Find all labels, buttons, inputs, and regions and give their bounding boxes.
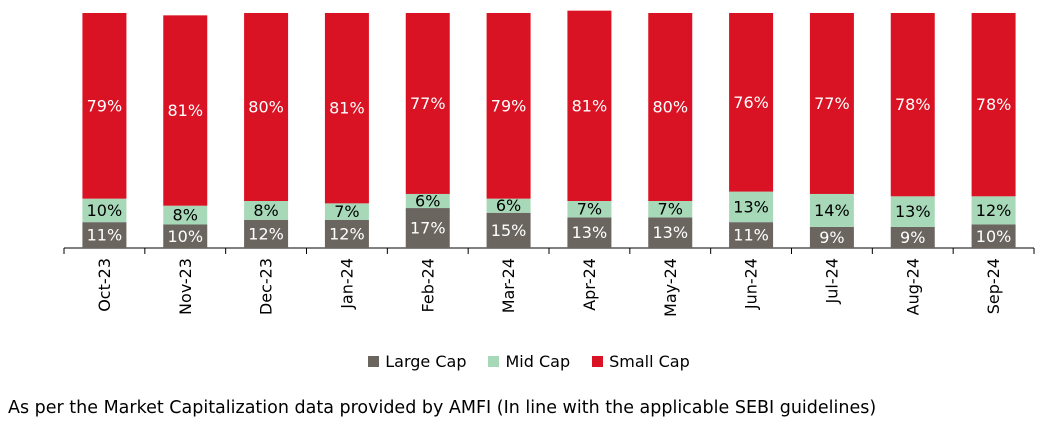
data-label: 7% — [658, 200, 683, 219]
data-label: 79% — [87, 96, 123, 115]
data-label: 6% — [496, 196, 521, 215]
legend-item-small-cap: Small Cap — [592, 352, 690, 371]
data-label: 17% — [410, 219, 446, 238]
bar-large-cap-jun-24 — [729, 222, 774, 248]
data-label: 15% — [491, 221, 527, 240]
x-tick-label: Oct-23 — [95, 258, 114, 312]
data-label: 78% — [976, 95, 1012, 114]
bar-mid-cap-sep-24 — [971, 196, 1016, 225]
legend-swatch-mid-cap — [488, 356, 500, 367]
bar-large-cap-aug-24 — [890, 226, 935, 248]
data-label: 79% — [491, 96, 527, 115]
data-label: 7% — [577, 200, 602, 219]
bar-small-cap-apr-24 — [567, 10, 612, 202]
legend-swatch-large-cap — [368, 356, 380, 367]
data-label: 8% — [173, 206, 198, 225]
legend-label-large-cap: Large Cap — [385, 352, 467, 371]
data-label: 11% — [733, 226, 769, 245]
data-label: 12% — [248, 224, 284, 243]
bar-large-cap-dec-23 — [244, 219, 289, 248]
bar-large-cap-oct-23 — [82, 222, 127, 248]
x-tick-label: Feb-24 — [418, 258, 437, 312]
footnote: As per the Market Capitalization data pr… — [8, 398, 877, 418]
x-tick-label: Jun-24 — [742, 258, 761, 310]
bar-mid-cap-aug-24 — [890, 196, 935, 227]
bar-mid-cap-apr-24 — [567, 201, 612, 218]
data-label: 12% — [329, 224, 365, 243]
x-tick-label: Apr-24 — [580, 258, 599, 311]
data-label: 10% — [167, 227, 203, 246]
data-label: 80% — [248, 98, 284, 117]
data-label: 13% — [895, 202, 931, 221]
bar-small-cap-mar-24 — [486, 13, 531, 199]
data-label: 81% — [572, 96, 608, 115]
bar-small-cap-dec-23 — [244, 13, 289, 201]
legend-label-small-cap: Small Cap — [609, 352, 690, 371]
data-label: 9% — [900, 228, 925, 247]
data-label: 10% — [87, 201, 123, 220]
bar-mid-cap-feb-24 — [405, 193, 450, 209]
bar-large-cap-nov-23 — [163, 224, 208, 248]
data-label: 78% — [895, 95, 931, 114]
data-label: 6% — [415, 192, 440, 211]
bar-large-cap-jan-24 — [324, 219, 369, 248]
x-tick-label: Jan-24 — [337, 258, 356, 310]
data-label: 81% — [329, 99, 365, 118]
legend-item-large-cap: Large Cap — [368, 352, 466, 371]
data-label: 13% — [652, 223, 688, 242]
data-label: 80% — [652, 98, 688, 117]
bar-large-cap-jul-24 — [809, 226, 854, 248]
bar-small-cap-oct-23 — [82, 13, 127, 199]
legend-item-mid-cap: Mid Cap — [488, 352, 570, 371]
data-label: 8% — [253, 201, 278, 220]
data-label: 11% — [87, 226, 123, 245]
bar-mid-cap-dec-23 — [244, 201, 289, 220]
bar-small-cap-nov-23 — [163, 15, 208, 206]
x-tick-label: Jul-24 — [822, 258, 841, 304]
data-label: 10% — [976, 227, 1012, 246]
bar-small-cap-feb-24 — [405, 13, 450, 194]
x-tick-label: Sep-24 — [984, 258, 1003, 314]
bar-mid-cap-may-24 — [648, 201, 693, 218]
x-tick-label: Nov-23 — [176, 258, 195, 315]
bar-small-cap-sep-24 — [971, 13, 1016, 197]
data-label: 7% — [334, 202, 359, 221]
data-label: 9% — [819, 228, 844, 247]
data-label: 13% — [733, 197, 769, 216]
bar-large-cap-feb-24 — [405, 208, 450, 248]
bar-large-cap-mar-24 — [486, 212, 531, 248]
data-label: 13% — [572, 223, 608, 242]
data-label: 81% — [167, 101, 203, 120]
bar-mid-cap-jun-24 — [729, 191, 774, 223]
bar-small-cap-may-24 — [648, 13, 693, 201]
chart-legend: Large Cap Mid Cap Small Cap — [0, 352, 1058, 371]
bar-small-cap-aug-24 — [890, 13, 935, 197]
data-label: 77% — [410, 94, 446, 113]
data-label: 14% — [814, 201, 850, 220]
stacked-bar-chart: 11% 10% 79% Oct-23 10% 8% 81% Nov-23 12% 8% 80% Dec… — [63, 10, 1035, 317]
legend-label-mid-cap: Mid Cap — [505, 352, 571, 371]
data-label: 12% — [976, 201, 1012, 220]
bar-mid-cap-nov-23 — [163, 205, 208, 225]
data-label: 77% — [814, 94, 850, 113]
legend-swatch-small-cap — [592, 356, 604, 367]
bar-mid-cap-jul-24 — [809, 193, 854, 227]
bar-small-cap-jan-24 — [324, 13, 369, 204]
bar-large-cap-apr-24 — [567, 217, 612, 248]
bar-mid-cap-mar-24 — [486, 198, 531, 213]
x-tick-label: Mar-24 — [499, 258, 518, 313]
bar-small-cap-jun-24 — [729, 13, 774, 192]
x-tick-label: May-24 — [661, 258, 680, 317]
bar-small-cap-jul-24 — [809, 13, 854, 194]
bar-large-cap-may-24 — [648, 217, 693, 248]
bar-mid-cap-jan-24 — [324, 203, 369, 220]
data-label: 76% — [733, 93, 769, 112]
bar-large-cap-sep-24 — [971, 224, 1016, 248]
x-tick-label: Dec-23 — [257, 258, 276, 315]
x-tick-label: Aug-24 — [903, 258, 922, 315]
bar-mid-cap-oct-23 — [82, 198, 127, 223]
